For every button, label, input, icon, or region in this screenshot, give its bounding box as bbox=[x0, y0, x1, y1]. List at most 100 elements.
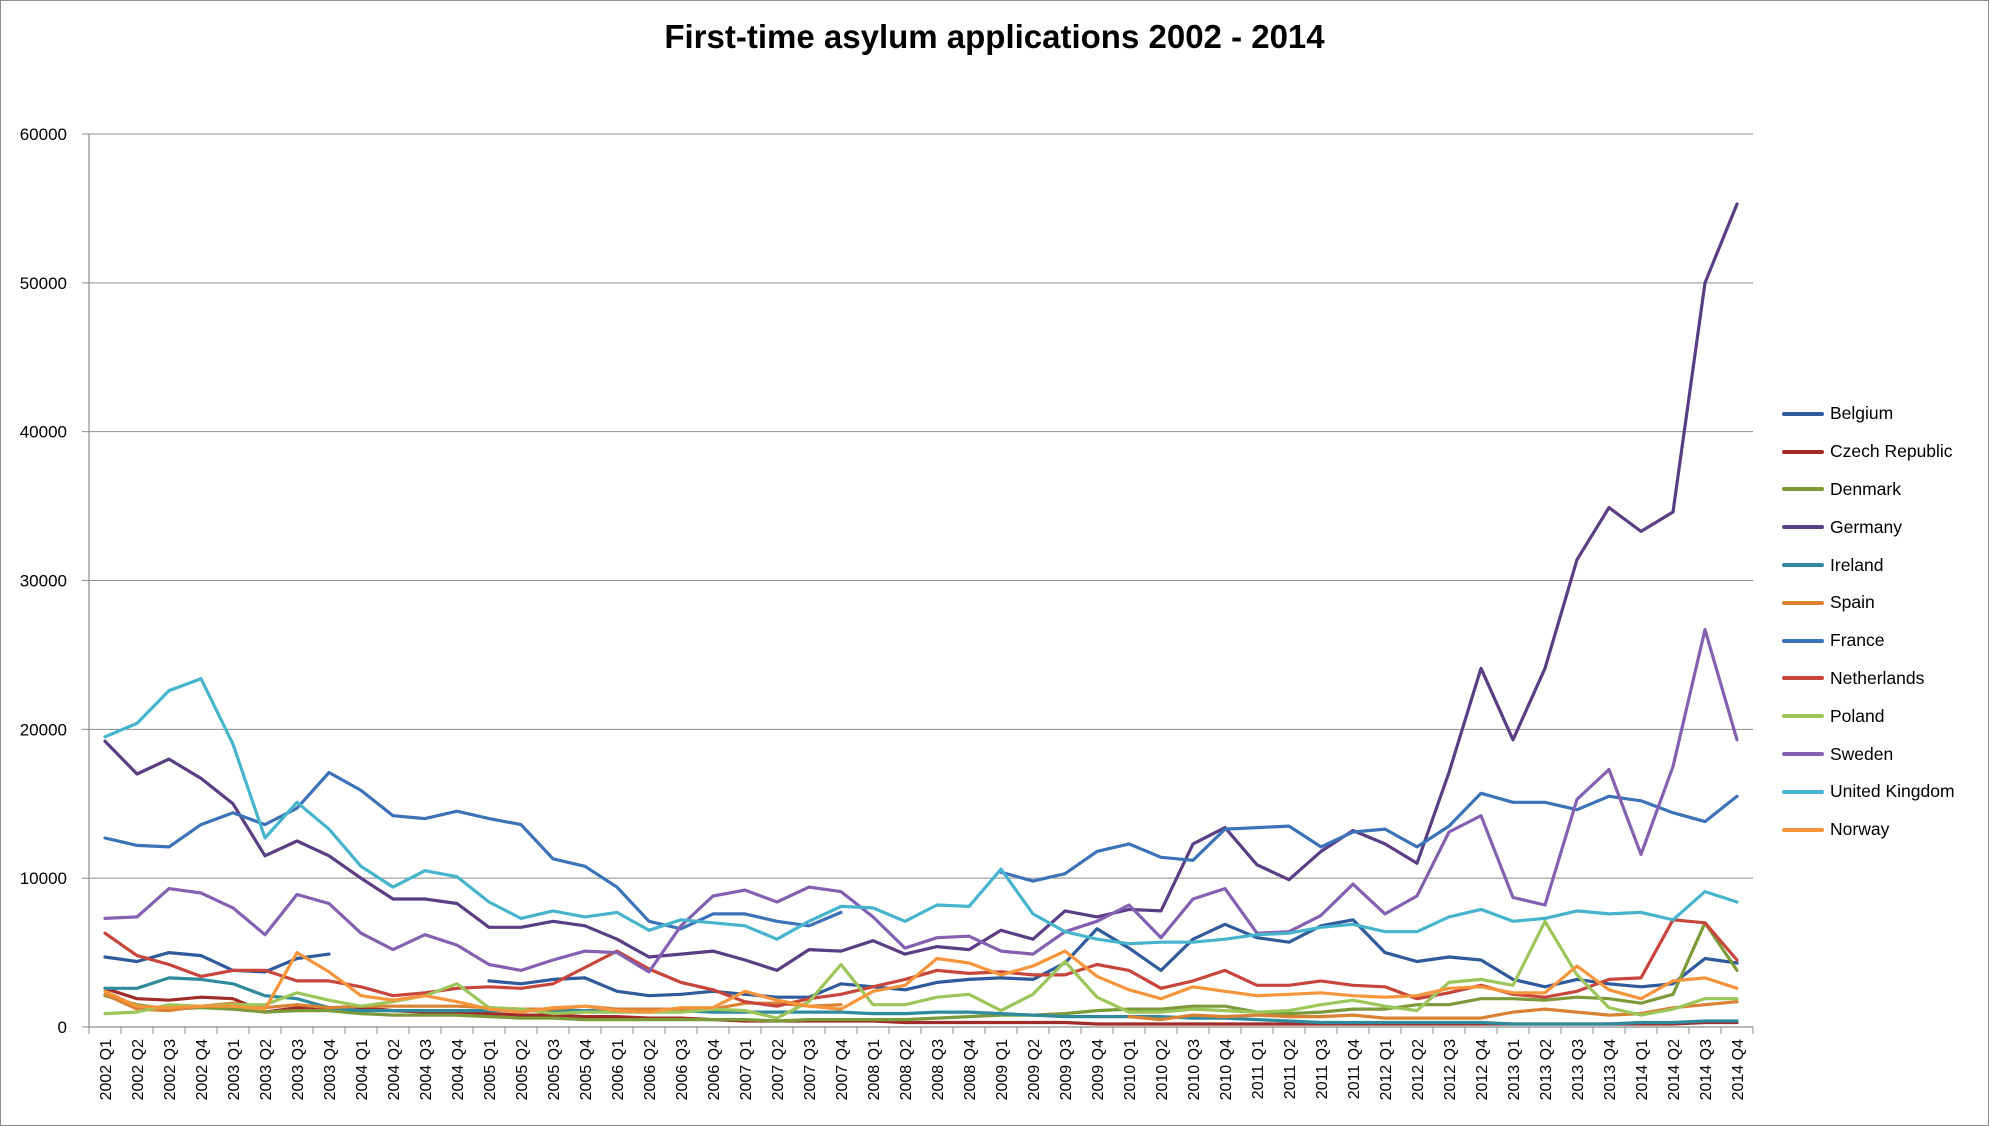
legend-item: Netherlands bbox=[1782, 660, 1955, 698]
series-line bbox=[103, 627, 1739, 974]
series-line bbox=[103, 770, 843, 931]
legend-swatch bbox=[1782, 449, 1824, 454]
legend-swatch bbox=[1782, 525, 1824, 530]
x-tick-label: 2009 Q1 bbox=[994, 1039, 1011, 1100]
gridlines bbox=[89, 133, 1753, 879]
legend-label: Spain bbox=[1830, 592, 1875, 613]
legend-label: Czech Republic bbox=[1830, 441, 1953, 462]
legend-item: Spain bbox=[1782, 584, 1955, 622]
series-line bbox=[103, 976, 1739, 1026]
x-tick-label: 2004 Q1 bbox=[354, 1039, 371, 1100]
x-tick-label: 2003 Q2 bbox=[258, 1039, 275, 1100]
series-denmark bbox=[103, 921, 1739, 1023]
x-tick-label: 2006 Q2 bbox=[642, 1039, 659, 1100]
series-norway bbox=[103, 949, 1739, 1014]
series-line bbox=[103, 919, 1739, 1020]
series-line bbox=[103, 918, 1739, 1008]
x-tick-label: 2007 Q4 bbox=[834, 1039, 851, 1100]
x-tick-label: 2009 Q4 bbox=[1090, 1039, 1107, 1100]
x-tick-label: 2007 Q3 bbox=[802, 1039, 819, 1100]
y-tick-label: 20000 bbox=[20, 720, 67, 739]
x-tick-label: 2006 Q1 bbox=[610, 1039, 627, 1100]
x-tick-label: 2011 Q1 bbox=[1250, 1039, 1267, 1099]
legend-item: Czech Republic bbox=[1782, 433, 1955, 471]
legend-item: Sweden bbox=[1782, 735, 1955, 773]
series-poland bbox=[103, 919, 1739, 1020]
y-tick-label: 60000 bbox=[20, 125, 67, 144]
series-line bbox=[999, 791, 1739, 883]
legend-label: Netherlands bbox=[1830, 667, 1925, 688]
x-tick-label: 2008 Q2 bbox=[898, 1039, 915, 1100]
y-tick-label: 30000 bbox=[20, 572, 67, 591]
x-tick-label: 2004 Q4 bbox=[450, 1039, 467, 1100]
x-tick-label: 2005 Q1 bbox=[482, 1039, 499, 1100]
x-tick-label: 2002 Q2 bbox=[130, 1039, 147, 1100]
x-tick-label: 2008 Q1 bbox=[866, 1039, 883, 1100]
legend-swatch bbox=[1782, 600, 1824, 605]
x-tick-label: 2006 Q3 bbox=[674, 1039, 691, 1100]
series-germany bbox=[103, 202, 1739, 973]
x-tick-label: 2004 Q2 bbox=[386, 1039, 403, 1100]
series-lines bbox=[103, 202, 1739, 1026]
legend-label: Belgium bbox=[1830, 403, 1894, 424]
x-tick-label: 2004 Q3 bbox=[418, 1039, 435, 1100]
series-line bbox=[103, 949, 1739, 1014]
x-tick-label: 2002 Q3 bbox=[162, 1039, 179, 1100]
x-tick-label: 2003 Q1 bbox=[226, 1039, 243, 1100]
x-tick-label: 2014 Q1 bbox=[1634, 1039, 1651, 1100]
legend-label: United Kingdom bbox=[1830, 781, 1955, 802]
axes bbox=[88, 134, 1753, 1028]
legend-swatch bbox=[1782, 638, 1824, 643]
legend-swatch bbox=[1782, 752, 1824, 757]
series-line bbox=[487, 918, 1739, 999]
x-tick-label: 2002 Q4 bbox=[194, 1039, 211, 1100]
x-tick-label: 2014 Q4 bbox=[1730, 1039, 1747, 1100]
legend-label: Germany bbox=[1830, 516, 1902, 537]
legend-label: Denmark bbox=[1830, 478, 1901, 499]
series-ireland bbox=[103, 976, 1739, 1026]
legend-label: Poland bbox=[1830, 705, 1885, 726]
legend-item: France bbox=[1782, 622, 1955, 660]
legend-swatch bbox=[1782, 789, 1824, 794]
x-tick-label: 2012 Q4 bbox=[1474, 1039, 1491, 1100]
legend-swatch bbox=[1782, 676, 1824, 681]
x-tick-label: 2007 Q1 bbox=[738, 1039, 755, 1100]
legend-item: Ireland bbox=[1782, 546, 1955, 584]
x-tick-label: 2014 Q3 bbox=[1698, 1039, 1715, 1100]
x-axis-ticks: 2002 Q1 2002 Q2 2002 Q3 2002 Q4 2003 Q1 2003 … bbox=[88, 1027, 1754, 1100]
x-tick-label: 2011 Q3 bbox=[1314, 1039, 1331, 1099]
x-tick-label: 2013 Q2 bbox=[1538, 1039, 1555, 1100]
y-tick-label: 40000 bbox=[20, 423, 67, 442]
x-tick-label: 2010 Q1 bbox=[1122, 1039, 1139, 1100]
x-tick-label: 2012 Q3 bbox=[1442, 1039, 1459, 1100]
legend-label: Sweden bbox=[1830, 743, 1894, 764]
legend-swatch bbox=[1782, 411, 1824, 416]
y-tick-label: 10000 bbox=[20, 869, 67, 888]
x-tick-label: 2011 Q2 bbox=[1282, 1039, 1299, 1099]
legend-label: France bbox=[1830, 630, 1885, 651]
x-tick-label: 2013 Q3 bbox=[1570, 1039, 1587, 1100]
y-tick-label: 50000 bbox=[20, 274, 67, 293]
legend-item: Germany bbox=[1782, 508, 1955, 546]
x-tick-label: 2005 Q2 bbox=[514, 1039, 531, 1100]
series-united-kingdom bbox=[103, 677, 1739, 946]
x-tick-label: 2007 Q2 bbox=[770, 1039, 787, 1100]
x-tick-label: 2012 Q1 bbox=[1378, 1039, 1395, 1100]
x-tick-label: 2014 Q2 bbox=[1666, 1039, 1683, 1100]
x-tick-label: 2005 Q3 bbox=[546, 1039, 563, 1100]
y-tick-label: 0 bbox=[58, 1018, 67, 1037]
series-sweden bbox=[103, 627, 1739, 974]
legend-label: Ireland bbox=[1830, 554, 1884, 575]
x-tick-label: 2008 Q4 bbox=[962, 1039, 979, 1100]
x-tick-label: 2010 Q4 bbox=[1218, 1039, 1235, 1100]
x-tick-label: 2003 Q4 bbox=[322, 1039, 339, 1100]
x-tick-label: 2002 Q1 bbox=[98, 1039, 115, 1100]
y-axis-ticks: 0 10000 20000 30000 40000 50000 60000 bbox=[20, 125, 89, 1037]
x-tick-label: 2003 Q3 bbox=[290, 1039, 307, 1100]
series-line bbox=[103, 921, 1739, 1023]
legend: Belgium Czech Republic Denmark Germany Irela… bbox=[1782, 395, 1955, 849]
x-tick-label: 2011 Q4 bbox=[1346, 1039, 1363, 1099]
x-tick-label: 2009 Q3 bbox=[1058, 1039, 1075, 1100]
